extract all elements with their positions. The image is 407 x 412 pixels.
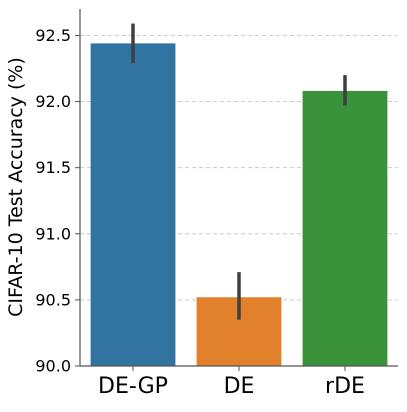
y-ticks: 90.0 90.5 91.0 91.5 92.0 92.5 xyxy=(35,26,80,376)
y-tick-label: 91.5 xyxy=(35,158,71,177)
y-axis-label: CIFAR-10 Test Accuracy (%) xyxy=(5,57,27,317)
x-tick-label: DE-GP xyxy=(98,374,168,399)
y-tick-label: 92.0 xyxy=(35,92,71,111)
y-tick-label: 90.5 xyxy=(35,290,71,309)
bar-de-gp xyxy=(90,43,176,366)
x-tick-label: DE xyxy=(224,374,255,399)
bar-rde xyxy=(302,90,388,366)
x-tick-label: rDE xyxy=(325,374,365,399)
y-tick-label: 92.5 xyxy=(35,26,71,45)
x-ticks: DE-GP DE rDE xyxy=(98,366,365,399)
y-tick-label: 91.0 xyxy=(35,224,71,243)
error-bars xyxy=(131,23,347,320)
y-tick-label: 90.0 xyxy=(35,357,71,376)
bars xyxy=(90,43,388,366)
